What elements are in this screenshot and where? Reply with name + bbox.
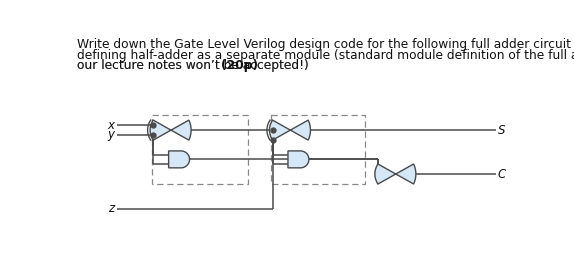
Text: S: S <box>498 124 506 137</box>
Text: our lecture notes won’t be accepted!): our lecture notes won’t be accepted!) <box>77 59 309 72</box>
Bar <box>152 115 249 184</box>
Text: our lecture notes won’t be accepted!)(20p): our lecture notes won’t be accepted!)(20… <box>77 59 342 72</box>
Text: defining half-adder as a separate module (standard module definition of the full: defining half-adder as a separate module… <box>77 48 574 62</box>
Text: z: z <box>108 202 114 215</box>
Polygon shape <box>169 151 189 168</box>
Polygon shape <box>150 120 191 140</box>
Text: y: y <box>107 128 114 141</box>
Polygon shape <box>270 120 311 140</box>
Text: Write down the Gate Level Verilog design code for the following full adder circu: Write down the Gate Level Verilog design… <box>77 38 574 51</box>
Polygon shape <box>375 164 416 184</box>
Polygon shape <box>288 151 309 168</box>
Text: x: x <box>107 119 114 132</box>
Text: C: C <box>498 168 506 181</box>
Bar <box>271 115 364 184</box>
Text: (20p): (20p) <box>221 59 258 72</box>
Text: our lecture notes won’t be accepted!): our lecture notes won’t be accepted!) <box>77 59 309 72</box>
